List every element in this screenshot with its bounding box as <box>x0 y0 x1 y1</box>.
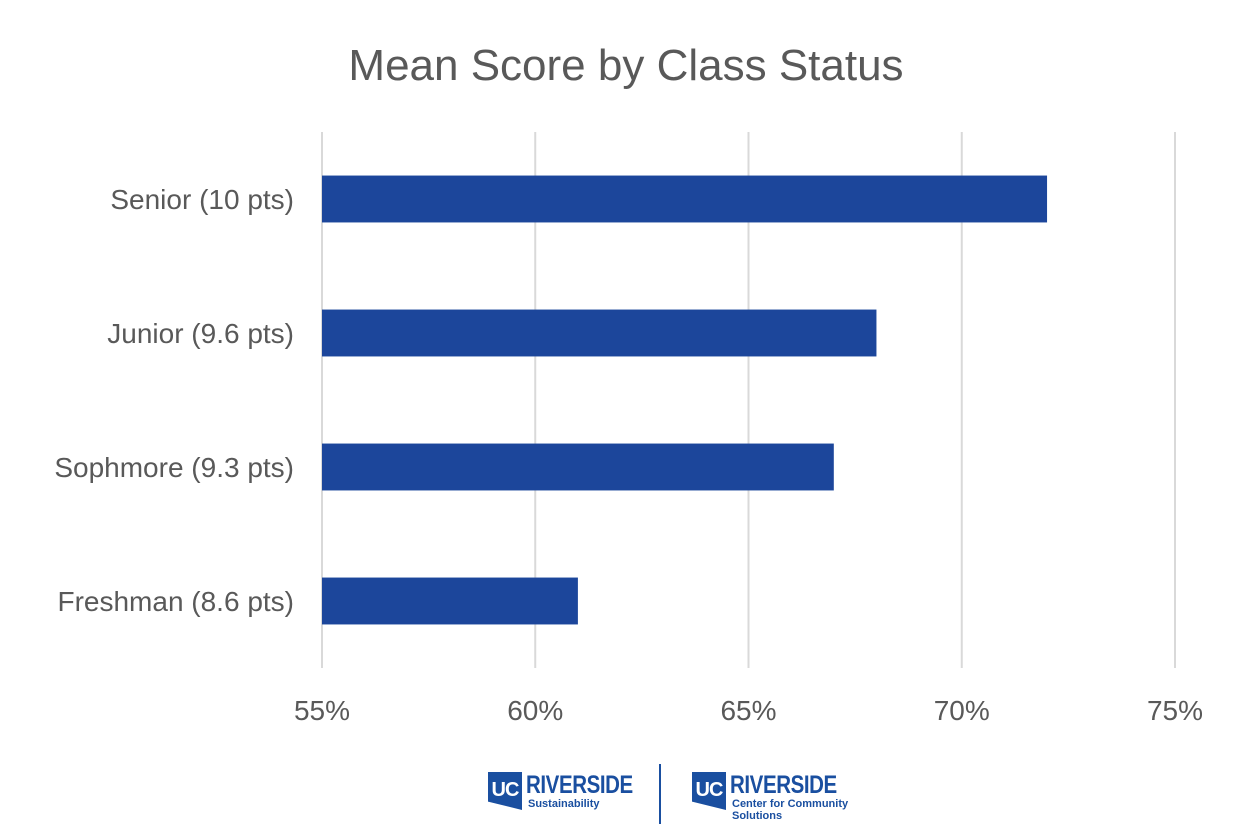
uc-mark-icon: UC <box>488 772 522 810</box>
x-tick-label: 60% <box>507 695 563 726</box>
footer-logos: UC RIVERSIDE Sustainability UC RIVERSIDE… <box>0 760 1260 838</box>
logo-left-name: RIVERSIDE <box>526 771 633 799</box>
bar-chart: Mean Score by Class Status Senior (10 pt… <box>54 41 1203 726</box>
bar <box>322 309 877 357</box>
logo-left-subtitle: Sustainability <box>528 798 600 810</box>
logo-right-subtitle-1: Center for Community <box>732 798 849 810</box>
bar <box>322 443 834 491</box>
category-label: Senior (10 pts) <box>110 184 294 215</box>
x-tick-label: 55% <box>294 695 350 726</box>
uc-riverside-sustainability-logo: UC RIVERSIDE Sustainability <box>488 772 656 810</box>
bars <box>322 175 1048 625</box>
chart-title: Mean Score by Class Status <box>348 41 903 90</box>
bar <box>322 577 578 625</box>
x-tick-label: 75% <box>1147 695 1203 726</box>
logo-divider <box>659 764 661 824</box>
x-axis-tick-labels: 55% 60% 65% 70% 75% <box>294 695 1203 726</box>
logo-right-subtitle-2: Solutions <box>732 810 783 822</box>
category-label: Freshman (8.6 pts) <box>57 586 294 617</box>
uc-mark-icon: UC <box>692 772 726 810</box>
x-tick-label: 65% <box>720 695 776 726</box>
category-labels: Senior (10 pts) Junior (9.6 pts) Sophmore … <box>54 184 294 617</box>
category-label: Junior (9.6 pts) <box>107 318 294 349</box>
x-tick-label: 70% <box>934 695 990 726</box>
logo-right-name: RIVERSIDE <box>730 771 837 799</box>
uc-riverside-ccs-logo: UC RIVERSIDE Center for Community Soluti… <box>692 772 860 822</box>
category-label: Sophmore (9.3 pts) <box>54 452 294 483</box>
bar <box>322 175 1048 223</box>
